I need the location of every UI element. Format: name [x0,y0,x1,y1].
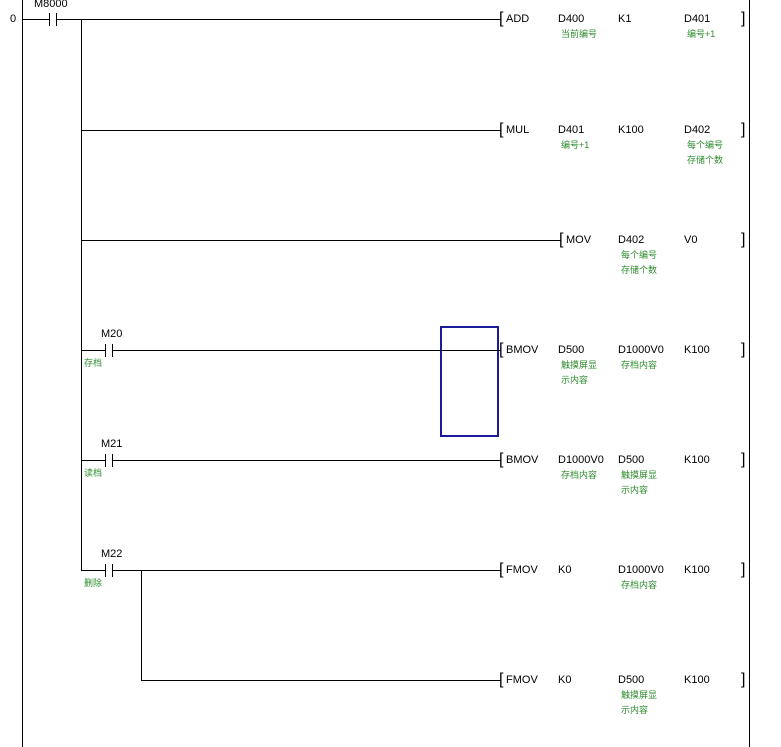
wire [81,130,501,131]
wire [57,19,81,20]
instruction-bracket-left: [ [499,451,504,468]
operand-comment: 存档内容 [621,360,658,370]
cursor-selection [440,326,499,437]
instruction-name[interactable]: FMOV [506,674,538,686]
instruction-bracket-right: ] [741,561,746,578]
step-number: 0 [10,13,17,25]
wire [22,19,49,20]
operand[interactable]: K100 [618,124,644,136]
instruction-name[interactable]: MUL [506,124,530,136]
operand[interactable]: K100 [684,564,710,576]
wire [81,460,105,461]
instruction-bracket-right: ] [741,341,746,358]
instruction-name[interactable]: BMOV [506,454,539,466]
operand-comment: 编号+1 [687,29,716,39]
operand[interactable]: D1000V0 [558,454,604,466]
wire [81,19,501,20]
instruction-bracket-left: [ [499,341,504,358]
instruction-bracket-left: [ [499,671,504,688]
operand-comment: 存档内容 [621,580,658,590]
instruction-bracket-left: [ [499,10,504,27]
instruction-bracket-right: ] [741,231,746,248]
operand-comment: 编号+1 [561,140,590,150]
operand-comment: 每个编号 存储个数 [687,140,724,165]
operand-comment: 存档内容 [561,470,598,480]
instruction-name[interactable]: BMOV [506,344,539,356]
wire [141,680,501,681]
wire [81,240,561,241]
operand-comment: 当前编号 [561,29,598,39]
wire [113,460,501,461]
instruction-bracket-right: ] [741,451,746,468]
instruction-bracket-right: ] [741,671,746,688]
instruction-bracket-left: [ [499,561,504,578]
operand-comment: 触摸屏显 示内容 [621,470,658,495]
right-power-rail [749,0,750,747]
operand[interactable]: V0 [684,234,698,246]
operand[interactable]: D1000V0 [618,564,664,576]
operand[interactable]: K100 [684,674,710,686]
contact-icon[interactable] [56,13,57,26]
operand[interactable]: K100 [684,454,710,466]
operand[interactable]: K0 [558,674,572,686]
operand[interactable]: D402 [618,234,645,246]
left-power-rail [22,0,23,747]
operand[interactable]: D400 [558,13,585,25]
contact-icon[interactable] [105,454,106,467]
wire [113,350,501,351]
contact-label: M8000 [34,0,68,10]
contact-icon[interactable] [105,344,106,357]
operand[interactable]: D1000V0 [618,344,664,356]
contact-comment: 读档 [84,468,103,478]
operand[interactable]: D500 [618,454,645,466]
contact-icon[interactable] [49,13,50,26]
operand-comment: 触摸屏显 示内容 [561,360,598,385]
contact-icon[interactable] [112,344,113,357]
instruction-bracket-right: ] [741,10,746,27]
branch-wire [141,570,142,681]
operand[interactable]: K0 [558,564,572,576]
contact-label[interactable]: M21 [101,438,123,450]
operand[interactable]: D500 [558,344,585,356]
contact-icon[interactable] [105,564,106,577]
operand[interactable]: D402 [684,124,711,136]
branch-wire [81,19,82,571]
operand-comment: 每个编号 存储个数 [621,250,658,275]
instruction-bracket-right: ] [741,121,746,138]
wire [113,570,501,571]
contact-label[interactable]: M20 [101,328,123,340]
instruction-name[interactable]: FMOV [506,564,538,576]
operand[interactable]: D500 [618,674,645,686]
operand-comment: 触摸屏显 示内容 [621,690,658,715]
contact-comment: 删除 [84,578,103,588]
contact-comment: 存档 [84,358,103,368]
instruction-name[interactable]: ADD [506,13,530,25]
instruction-name[interactable]: MOV [566,234,592,246]
wire [81,570,105,571]
contact-label[interactable]: M22 [101,548,123,560]
instruction-bracket-left: [ [559,231,564,248]
wire [81,350,105,351]
contact-icon[interactable] [112,454,113,467]
operand[interactable]: D401 [684,13,711,25]
contact-icon[interactable] [112,564,113,577]
operand[interactable]: D401 [558,124,585,136]
operand[interactable]: K100 [684,344,710,356]
instruction-bracket-left: [ [499,121,504,138]
operand[interactable]: K1 [618,13,632,25]
